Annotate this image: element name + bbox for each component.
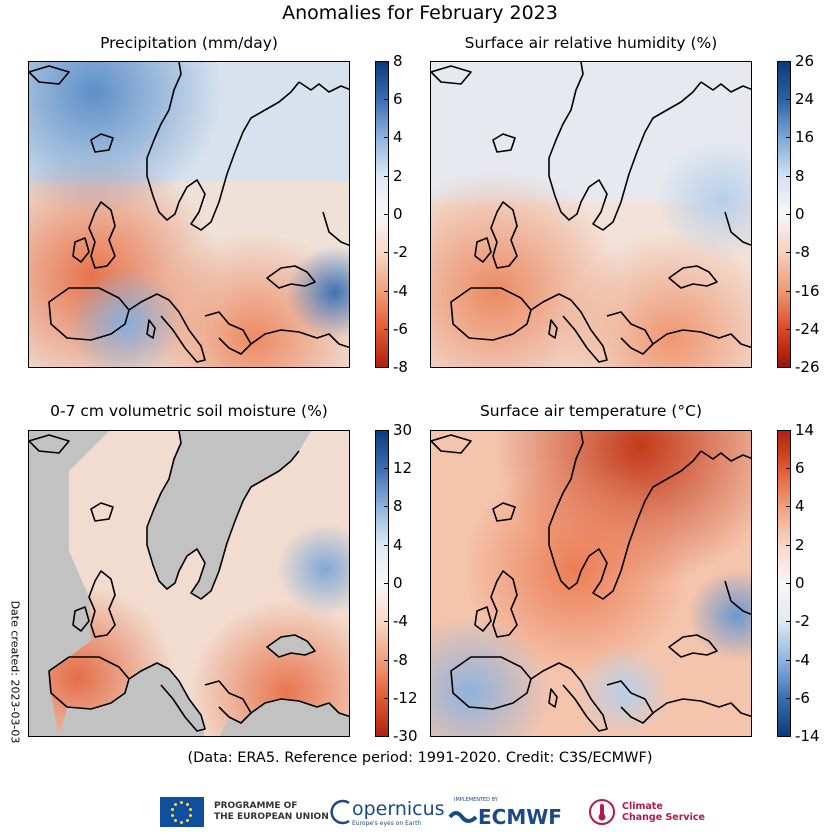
c3s-logo: Climate Change Service bbox=[588, 790, 705, 834]
tick-temp-0: 0 bbox=[786, 574, 805, 592]
tick-temp-4: 4 bbox=[786, 497, 805, 515]
tick-soil-30: 30 bbox=[383, 421, 413, 439]
tick-precip-8: 8 bbox=[384, 52, 403, 70]
map-temperature bbox=[430, 430, 752, 737]
tick-precip-m6: -6 bbox=[384, 320, 408, 338]
credit-line: (Data: ERA5. Reference period: 1991-2020… bbox=[187, 750, 653, 766]
tick-temp-m14: -14 bbox=[786, 727, 820, 745]
tick-precip-6: 6 bbox=[384, 90, 403, 108]
tick-precip-2: 2 bbox=[384, 167, 403, 185]
c3s-line-2: Change Service bbox=[622, 812, 705, 823]
main-title: Anomalies for February 2023 bbox=[282, 2, 558, 24]
tick-humidity-16: 16 bbox=[785, 128, 815, 146]
tick-soil-m4: -4 bbox=[384, 612, 408, 630]
tick-soil-8: 8 bbox=[384, 497, 403, 515]
map-soil-moisture bbox=[28, 430, 350, 737]
tick-temp-6: 6 bbox=[786, 459, 805, 477]
eu-line-1: PROGRAMME OF bbox=[214, 801, 298, 811]
copernicus-tagline: Europe's eyes on Earth bbox=[352, 819, 422, 827]
tick-humidity-m16: -16 bbox=[786, 282, 820, 300]
ecmwf-logo: IMPLEMENTED BY ECMWF bbox=[448, 790, 562, 834]
eu-flag-icon bbox=[160, 797, 204, 827]
copernicus-c-icon bbox=[330, 799, 350, 825]
tick-humidity-m26: -26 bbox=[786, 358, 820, 376]
date-created: Date created: 2023-03-03 bbox=[8, 601, 22, 744]
map-precipitation bbox=[28, 61, 350, 368]
tick-temp-m2: -2 bbox=[786, 612, 810, 630]
tick-precip-4: 4 bbox=[384, 128, 403, 146]
panel-title-precipitation: Precipitation (mm/day) bbox=[100, 34, 278, 52]
tick-precip-0: 0 bbox=[384, 205, 403, 223]
tick-soil-0: 0 bbox=[384, 574, 403, 592]
tick-precip-m4: -4 bbox=[384, 282, 408, 300]
panel-title-temperature: Surface air temperature (°C) bbox=[479, 402, 703, 420]
tick-soil-12: 12 bbox=[383, 459, 413, 477]
tick-temp-m6: -6 bbox=[786, 689, 810, 707]
tick-soil-m12: -12 bbox=[384, 689, 418, 707]
eu-programme-logo: PROGRAMME OF THE EUROPEAN UNION bbox=[160, 790, 329, 834]
tick-temp-14: 14 bbox=[785, 421, 815, 439]
ecmwf-tagline: IMPLEMENTED BY bbox=[454, 797, 498, 803]
tick-humidity-24: 24 bbox=[785, 90, 815, 108]
tick-soil-m8: -8 bbox=[384, 651, 408, 669]
tick-soil-4: 4 bbox=[384, 536, 403, 554]
panel-title-humidity: Surface air relative humidity (%) bbox=[464, 34, 718, 52]
tick-temp-m4: -4 bbox=[786, 651, 810, 669]
copernicus-wordmark: opernicus bbox=[352, 797, 445, 820]
eu-line-2: THE EUROPEAN UNION bbox=[214, 812, 329, 822]
ecmwf-wordmark: ECMWF bbox=[478, 805, 562, 829]
date-created-text: Date created: 2023-03-03 bbox=[8, 600, 22, 744]
c3s-line-1: Climate bbox=[622, 801, 663, 812]
panel-title-soil-moisture: 0-7 cm volumetric soil moisture (%) bbox=[50, 402, 328, 420]
ecmwf-wave-icon bbox=[448, 811, 478, 823]
tick-humidity-0: 0 bbox=[786, 205, 805, 223]
c3s-thermometer-icon bbox=[589, 799, 615, 825]
tick-soil-m30: -30 bbox=[384, 727, 418, 745]
tick-humidity-m24: -24 bbox=[786, 320, 820, 338]
tick-temp-2: 2 bbox=[786, 536, 805, 554]
logo-strip: PROGRAMME OF THE EUROPEAN UNION opernicu… bbox=[0, 790, 840, 834]
tick-precip-m8: -8 bbox=[384, 358, 408, 376]
copernicus-logo: opernicus Europe's eyes on Earth bbox=[330, 790, 445, 834]
tick-humidity-m8: -8 bbox=[786, 243, 810, 261]
map-humidity bbox=[430, 61, 752, 368]
tick-humidity-8: 8 bbox=[786, 167, 805, 185]
tick-precip-m2: -2 bbox=[384, 243, 408, 261]
tick-humidity-26: 26 bbox=[785, 52, 815, 70]
